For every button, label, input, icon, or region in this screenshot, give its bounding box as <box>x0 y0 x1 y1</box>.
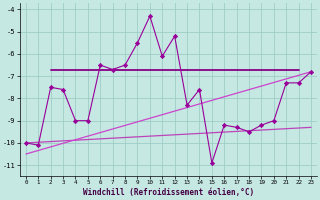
X-axis label: Windchill (Refroidissement éolien,°C): Windchill (Refroidissement éolien,°C) <box>83 188 254 197</box>
